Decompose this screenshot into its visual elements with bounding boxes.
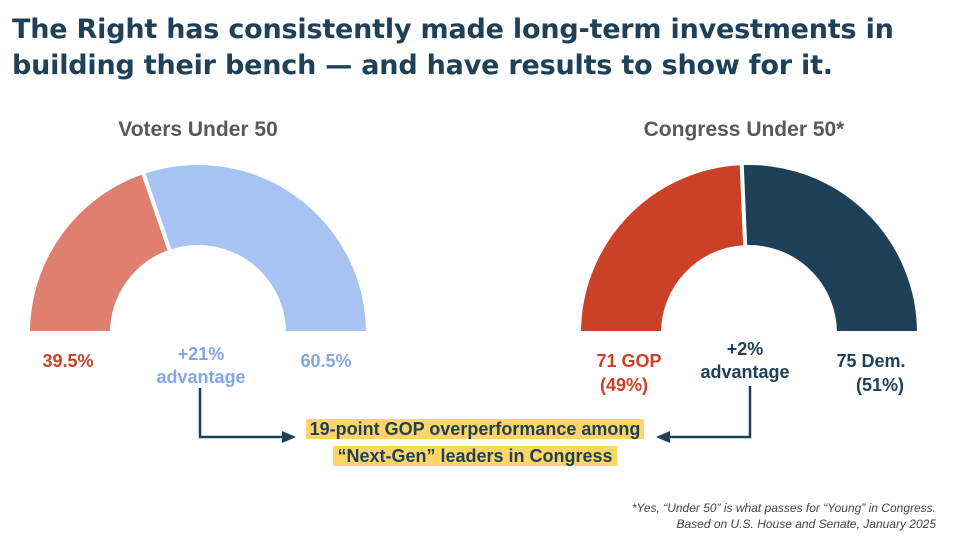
page-title: The Right has consistently made long-ter…	[12, 14, 894, 81]
gauge-left-slice-0	[25, 169, 173, 335]
left-advantage-line2: advantage	[156, 367, 246, 387]
footnote-line2: Based on U.S. House and Senate, January …	[676, 517, 936, 531]
footnote: *Yes, “Under 50” is what passes for “You…	[632, 500, 936, 532]
callout-text: 19-point GOP overperformance among “Next…	[305, 419, 645, 466]
right-slice-label-dem-line2: (51%)	[855, 375, 904, 395]
left-connector-arrow	[198, 388, 296, 443]
overperformance-callout: 19-point GOP overperformance among “Next…	[305, 416, 645, 470]
right-advantage-line2: advantage	[700, 362, 790, 382]
footnote-line1: *Yes, “Under 50” is what passes for “You…	[631, 501, 936, 515]
right-connector-arrow	[656, 386, 752, 443]
right-half-donut	[576, 161, 922, 335]
right-advantage-line1: +2%	[726, 339, 764, 359]
right-slice-label-gop-line2: (49%)	[599, 375, 648, 395]
left-half-donut	[25, 161, 371, 335]
right-slice-label-gop-line1: 71 GOP	[596, 351, 662, 371]
right-slice-label-dem-line1: 75 Dem.	[836, 351, 906, 371]
gauge-right-slice-1	[739, 161, 922, 335]
right-chart-title: Congress Under 50*	[643, 118, 845, 141]
left-advantage-line1: +21%	[177, 344, 225, 364]
left-slice-label-gop: 39.5%	[42, 351, 94, 371]
left-slice-label-dem: 60.5%	[300, 351, 352, 371]
gauge-left-slice-1	[140, 161, 371, 335]
gauge-right-slice-0	[576, 161, 748, 335]
left-chart-title: Voters Under 50	[118, 118, 278, 141]
